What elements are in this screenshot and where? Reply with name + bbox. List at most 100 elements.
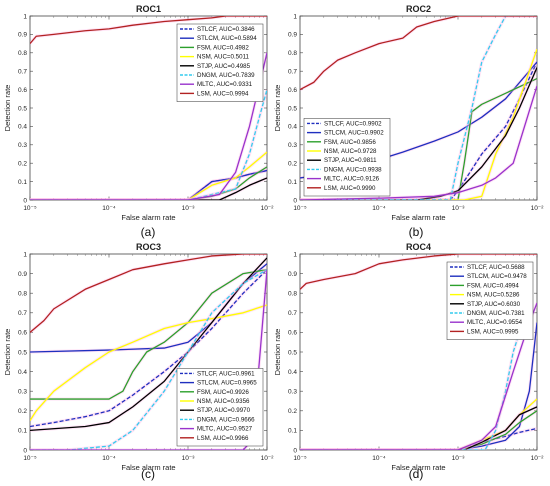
series-line-8 [300,254,537,290]
series-line-2 [30,169,267,200]
panel-caption: (d) [409,467,424,481]
legend-entry: FSM, AUC=0.9856 [324,139,376,146]
legend-entry: STLCF, AUC=0.5688 [467,264,525,271]
x-tick-label: 10⁻⁴ [372,205,386,212]
legend-entry: STJP, AUC=0.9970 [197,407,251,414]
legend-entry: LSM, AUC=0.9995 [467,328,519,335]
series-line-7 [300,85,537,200]
x-tick-label: 10⁻² [261,205,275,212]
chart-title: ROC2 [406,4,431,14]
y-tick-label: 0.3 [18,142,27,149]
x-tick-label: 10⁻⁵ [293,205,307,212]
series-line-5 [30,257,267,432]
series-line-3 [300,77,537,200]
series-line-6 [300,332,521,450]
series-line-3 [300,410,537,450]
roc-panel-2: 0 0.1 0.2 0.3 0.4 0.5 0.6 0.7 0.8 0.9 1 10⁻⁵ 10⁻⁴ 10⁻… [273,4,544,239]
legend-entry: STLCM, AUC=0.9965 [197,380,257,387]
legend-entry: NSM, AUC=0.5286 [467,292,520,299]
y-tick-label: 0.4 [18,369,27,376]
series-line-7 [30,52,267,200]
y-tick-label: 0.6 [18,330,27,337]
legend: STLCF, AUC=0.9961 STLCM, AUC=0.9965 FSM, A… [176,368,264,447]
legend-entry: FSM, AUC=0.4994 [467,282,519,289]
series-line-2 [300,322,537,450]
y-tick-label: 1 [293,251,297,258]
x-tick-label: 10⁻³ [182,205,196,212]
chart-title: ROC4 [406,242,431,252]
x-tick-label: 10⁻² [261,455,275,462]
legend-entry: MLTC, AUC=0.9126 [324,176,380,183]
x-tick-label: 10⁻⁴ [102,205,116,212]
y-tick-label: 0.2 [18,161,27,168]
legend-entry: FSM, AUC=0.9926 [197,389,249,396]
x-tick-label: 10⁻⁴ [372,455,386,462]
panel-caption: (a) [141,225,156,239]
legend-entry: STJP, AUC=0.4985 [197,63,251,70]
roc-panel-4: 0 0.1 0.2 0.3 0.4 0.5 0.6 0.7 0.8 0.9 1 10⁻⁵ 10⁻⁴ 10⁻… [273,242,544,481]
roc-panel-1: 0 0.1 0.2 0.3 0.4 0.5 0.6 0.7 0.8 0.9 1 10⁻⁵ 10⁻⁴ 10⁻… [3,4,274,239]
legend-entry: MLTC, AUC=0.9554 [467,319,523,326]
x-tick-label: 10⁻⁴ [102,455,116,462]
series-group [30,16,267,200]
y-tick-label: 0.7 [288,310,297,317]
series-line-1 [30,269,267,428]
legend-entry: STLCM, AUC=0.9478 [467,273,527,280]
legend-entry: STLCM, AUC=0.9902 [324,130,384,137]
legend-entry: NSM, AUC=0.9356 [197,398,250,405]
y-tick-label: 0.1 [18,428,27,435]
legend-entry: NSM, AUC=0.5011 [197,54,250,61]
chart-title: ROC1 [136,4,161,14]
series-line-8 [30,254,267,333]
y-tick-label: 0.4 [288,124,297,131]
legend-entry: STLCM, AUC=0.5894 [197,35,257,42]
legend-box [176,23,264,102]
legend-entry: DNGM, AUC=0.9938 [324,166,382,173]
y-tick-label: 0.4 [18,124,27,131]
y-tick-label: 0 [293,197,297,204]
x-tick-label: 10⁻³ [182,455,196,462]
y-tick-label: 0.6 [288,87,297,94]
y-tick-label: 0.8 [18,50,27,57]
y-tick-label: 0.3 [288,389,297,396]
y-tick-label: 0.2 [288,408,297,415]
legend-entry: STLCF, AUC=0.3846 [197,26,255,33]
y-tick-label: 0.1 [288,179,297,186]
x-axis-label: False alarm rate [391,463,445,472]
y-axis-label: Detection rate [273,85,282,132]
y-tick-label: 0.5 [18,105,27,112]
y-tick-label: 0.6 [18,87,27,94]
panel-caption: (b) [409,225,424,239]
x-tick-label: 10⁻⁵ [23,205,37,212]
y-axis-label: Detection rate [273,329,282,376]
legend-box [303,118,391,197]
panel-caption: (c) [141,467,155,481]
legend-entry: DNGM, AUC=0.7381 [467,310,525,317]
legend-entry: LSM, AUC=0.9994 [197,90,249,97]
y-tick-label: 0 [23,197,27,204]
x-axis-label: False alarm rate [391,213,445,222]
series-line-6 [30,269,267,450]
x-axis-label: False alarm rate [121,463,175,472]
y-tick-label: 0.5 [18,349,27,356]
y-tick-label: 0.5 [288,105,297,112]
legend-entry: LSM, AUC=0.9966 [197,435,249,442]
y-tick-label: 0.9 [18,271,27,278]
y-tick-label: 0.2 [288,161,297,168]
series-line-8 [300,16,537,91]
x-tick-label: 10⁻³ [452,455,466,462]
y-tick-label: 0.8 [288,50,297,57]
y-tick-label: 0.2 [18,408,27,415]
legend: STLCF, AUC=0.5688 STLCM, AUC=0.9478 FSM, A… [446,261,534,340]
roc-panel-3: 0 0.1 0.2 0.3 0.4 0.5 0.6 0.7 0.8 0.9 1 10⁻⁵ 10⁻⁴ 10⁻… [3,242,274,481]
y-tick-label: 0.7 [288,69,297,76]
legend: STLCF, AUC=0.3846 STLCM, AUC=0.5894 FSM, A… [176,23,264,102]
legend-entry: STLCF, AUC=0.9902 [324,120,382,127]
y-tick-label: 1 [293,13,297,20]
series-line-6 [30,89,267,200]
x-axis-label: False alarm rate [121,213,175,222]
y-tick-label: 0.9 [288,32,297,39]
legend-entry: STJP, AUC=0.9811 [324,157,377,164]
y-tick-label: 1 [23,13,27,20]
